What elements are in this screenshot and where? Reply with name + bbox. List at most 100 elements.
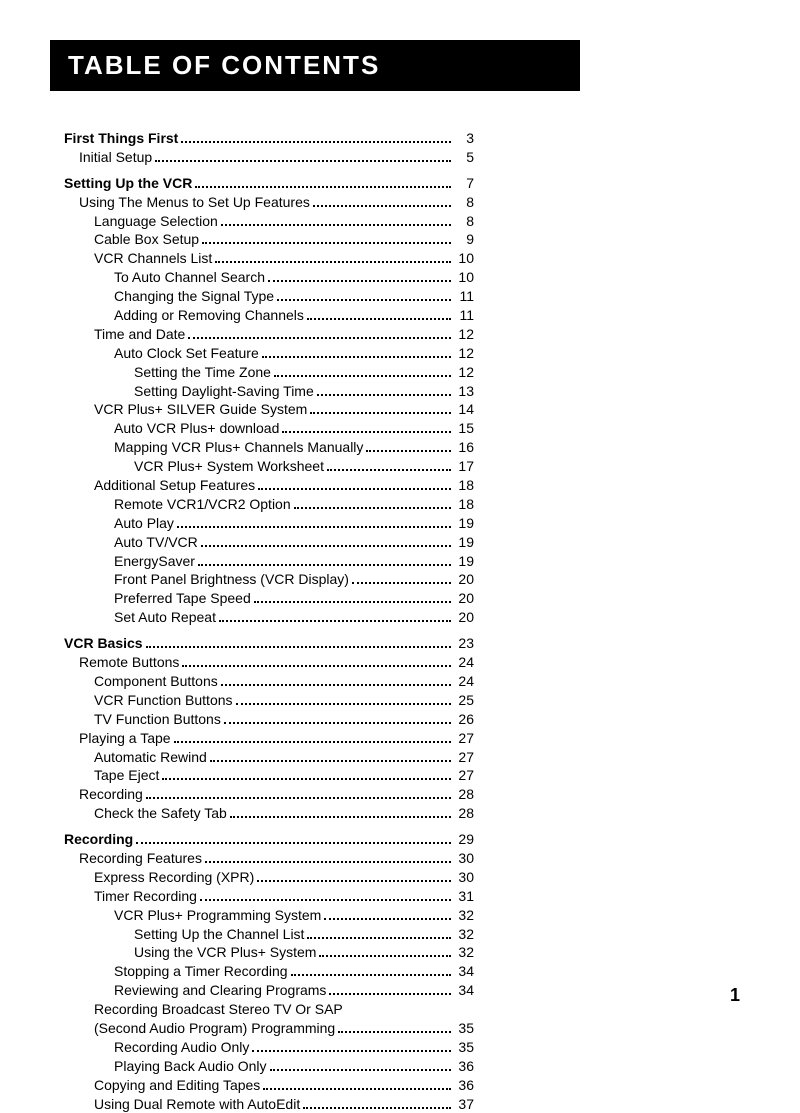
- toc-entry: To Auto Channel Search10: [64, 268, 474, 287]
- toc-entry-label: Automatic Rewind: [94, 748, 207, 767]
- toc-entry-page: 12: [454, 363, 474, 382]
- toc-entry: Using The Menus to Set Up Features8: [64, 193, 474, 212]
- toc-entry-page: 30: [454, 849, 474, 868]
- toc-entry-page: 17: [454, 457, 474, 476]
- toc-entry-label: Express Recording (XPR): [94, 868, 254, 887]
- toc-entry: VCR Plus+ SILVER Guide System14: [64, 400, 474, 419]
- toc-entry: Copying and Editing Tapes36: [64, 1076, 474, 1095]
- toc-entry-page: 5: [454, 148, 474, 167]
- toc-leader: [221, 684, 451, 686]
- toc-entry-page: 27: [454, 766, 474, 785]
- toc-entry-label: (Second Audio Program) Programming: [94, 1019, 335, 1038]
- toc-leader: [291, 974, 451, 976]
- toc-entry-page: 32: [454, 925, 474, 944]
- toc-leader: [174, 741, 451, 743]
- toc-entry-label: Front Panel Brightness (VCR Display): [114, 570, 349, 589]
- page-number: 1: [730, 985, 740, 1006]
- toc-entry: Check the Safety Tab28: [64, 804, 474, 823]
- toc-leader: [236, 703, 451, 705]
- toc-leader: [319, 955, 451, 957]
- toc-leader: [202, 242, 451, 244]
- toc-entry: Setting the Time Zone12: [64, 363, 474, 382]
- toc-leader: [327, 469, 451, 471]
- toc-leader: [146, 797, 451, 799]
- toc-entry: EnergySaver19: [64, 552, 474, 571]
- toc-entry: VCR Function Buttons25: [64, 691, 474, 710]
- toc-entry: Adding or Removing Channels11: [64, 306, 474, 325]
- toc-leader: [329, 993, 451, 995]
- toc-leader: [317, 394, 451, 396]
- toc-entry-label: Cable Box Setup: [94, 230, 199, 249]
- toc-entry-page: 26: [454, 710, 474, 729]
- toc-entry-label: First Things First: [64, 129, 178, 148]
- toc-entry-label: Recording Features: [79, 849, 202, 868]
- toc-entry: Recording Audio Only35: [64, 1038, 474, 1057]
- toc-entry-label: Stopping a Timer Recording: [114, 962, 288, 981]
- toc-entry: Recording28: [64, 785, 474, 804]
- toc-entry: Express Recording (XPR) 30: [64, 868, 474, 887]
- toc-entry: Language Selection8: [64, 212, 474, 231]
- toc-entry: Reviewing and Clearing Programs34: [64, 981, 474, 1000]
- page-title: TABLE OF CONTENTS: [50, 40, 580, 91]
- toc-entry-page: 3: [454, 129, 474, 148]
- toc-entry: Component Buttons24: [64, 672, 474, 691]
- toc-entry: VCR Plus+ Programming System 32: [64, 906, 474, 925]
- toc-entry-label: VCR Plus+ Programming System: [114, 906, 321, 925]
- toc-entry: First Things First 3: [64, 129, 474, 148]
- toc-entry-page: 24: [454, 653, 474, 672]
- toc-leader: [313, 205, 451, 207]
- toc-leader: [307, 937, 451, 939]
- toc-entry-label: Auto Clock Set Feature: [114, 344, 259, 363]
- toc-entry-label: Initial Setup: [79, 148, 152, 167]
- toc-entry-page: 11: [454, 287, 474, 306]
- toc-entry: Auto Play19: [64, 514, 474, 533]
- toc-leader: [201, 545, 451, 547]
- toc-leader: [263, 1088, 451, 1090]
- toc-entry: Front Panel Brightness (VCR Display)20: [64, 570, 474, 589]
- toc-entry-page: 23: [454, 634, 474, 653]
- toc-leader: [221, 224, 451, 226]
- toc-entry: Setting Daylight-Saving Time13: [64, 382, 474, 401]
- toc-entry-label: Using Dual Remote with AutoEdit: [94, 1095, 300, 1113]
- toc-entry: Cable Box Setup9: [64, 230, 474, 249]
- toc-entry-label: TV Function Buttons: [94, 710, 221, 729]
- toc-entry-label: VCR Plus+ System Worksheet: [134, 457, 324, 476]
- toc-entry-page: 19: [454, 533, 474, 552]
- toc-entry-label: Preferred Tape Speed: [114, 589, 251, 608]
- toc-entry-page: 16: [454, 438, 474, 457]
- toc-entry-label: Time and Date: [94, 325, 185, 344]
- toc-entry-label: Remote VCR1/VCR2 Option: [114, 495, 291, 514]
- toc-entry-label: VCR Function Buttons: [94, 691, 233, 710]
- toc-entry-label: Setting Up the Channel List: [134, 925, 304, 944]
- toc-entry-page: 27: [454, 748, 474, 767]
- toc-entry-label: Using the VCR Plus+ System: [134, 943, 316, 962]
- toc-entry: Recording Features 30: [64, 849, 474, 868]
- toc-entry: Auto VCR Plus+ download15: [64, 419, 474, 438]
- toc-entry-label: Using The Menus to Set Up Features: [79, 193, 310, 212]
- toc-entry-page: 20: [454, 608, 474, 627]
- toc-entry-page: 30: [454, 868, 474, 887]
- toc-entry-label: Recording Broadcast Stereo TV Or SAP: [94, 1000, 343, 1019]
- toc-entry-page: 32: [454, 906, 474, 925]
- toc-entry-page: 35: [454, 1038, 474, 1057]
- toc-entry: Initial Setup 5: [64, 148, 474, 167]
- toc-leader: [282, 431, 451, 433]
- toc-entry-label: Auto Play: [114, 514, 174, 533]
- toc-entry: VCR Basics23: [64, 634, 474, 653]
- toc-entry-page: 18: [454, 495, 474, 514]
- toc-leader: [182, 665, 451, 667]
- toc-entry-page: 11: [454, 306, 474, 325]
- toc-entry-page: 19: [454, 552, 474, 571]
- toc-leader: [162, 778, 451, 780]
- toc-entry-page: 36: [454, 1057, 474, 1076]
- toc-leader: [257, 880, 451, 882]
- toc-entry: TV Function Buttons 26: [64, 710, 474, 729]
- toc-entry: Playing a Tape27: [64, 729, 474, 748]
- toc-entry-label: Set Auto Repeat: [114, 608, 216, 627]
- toc-entry: Recording Broadcast Stereo TV Or SAP: [64, 1000, 474, 1019]
- toc-entry-page: 32: [454, 943, 474, 962]
- toc-leader: [146, 646, 451, 648]
- toc-leader: [200, 899, 451, 901]
- toc-leader: [307, 318, 451, 320]
- toc-leader: [230, 816, 451, 818]
